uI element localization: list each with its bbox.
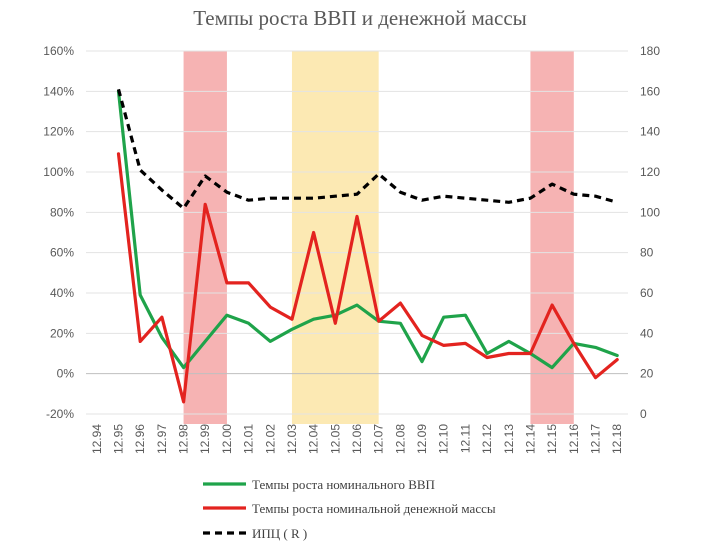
right-tick-label: 180 — [640, 44, 660, 58]
series-line-2 — [116, 152, 619, 404]
right-axis-ticks: 0 20 40 60 80 100 120 140 160 180 — [640, 44, 660, 421]
left-tick-label: 20% — [50, 326, 74, 340]
gridlines — [86, 50, 628, 415]
series-line-1 — [116, 89, 619, 370]
shaded-region-3 — [530, 51, 574, 424]
right-tick-label: 60 — [640, 286, 654, 300]
left-tick-label: -20% — [46, 407, 74, 421]
x-tick-label: 12.15 — [545, 424, 559, 454]
left-tick-label: 100% — [43, 165, 74, 179]
right-tick-label: 80 — [640, 246, 654, 260]
right-tick-label: 120 — [640, 165, 660, 179]
x-tick-label: 12.13 — [502, 424, 516, 454]
right-tick-label: 100 — [640, 205, 660, 219]
left-tick-label: 80% — [50, 205, 74, 219]
x-tick-label: 12.14 — [523, 424, 537, 454]
x-tick-label: 12.03 — [285, 424, 299, 454]
x-tick-label: 12.05 — [328, 424, 342, 454]
x-tick-label: 12.02 — [263, 424, 277, 454]
legend-label-3: ИПЦ ( R ) — [252, 526, 307, 541]
right-tick-label: 160 — [640, 84, 660, 98]
x-tick-label: 12.01 — [242, 424, 256, 454]
x-tick-label: 12.11 — [458, 424, 472, 453]
right-tick-label: 40 — [640, 326, 654, 340]
x-tick-label: 12.00 — [220, 424, 234, 454]
shaded-regions — [183, 51, 574, 424]
series-line-3 — [116, 88, 618, 210]
legend-label-2: Темпы роста номинальной денежной массы — [252, 501, 496, 516]
x-tick-label: 12.07 — [372, 424, 386, 454]
left-tick-label: 140% — [43, 84, 74, 98]
x-tick-label: 12.04 — [307, 424, 321, 454]
x-tick-label: 12.96 — [133, 424, 147, 454]
chart-title: Темпы роста ВВП и денежной массы — [193, 6, 527, 30]
x-tick-label: 12.12 — [480, 424, 494, 454]
legend-label-1: Темпы роста номинального ВВП — [252, 477, 435, 492]
x-tick-label: 12.99 — [198, 424, 212, 454]
x-tick-label: 12.06 — [350, 424, 364, 454]
left-tick-label: 160% — [43, 44, 74, 58]
x-tick-label: 12.98 — [177, 424, 191, 454]
x-tick-label: 12.18 — [610, 424, 624, 454]
x-tick-label: 12.94 — [90, 424, 104, 454]
series-lines — [116, 88, 619, 404]
left-tick-label: 40% — [50, 286, 74, 300]
x-tick-label: 12.17 — [588, 424, 602, 454]
x-tick-label: 12.09 — [415, 424, 429, 454]
right-tick-label: 0 — [640, 407, 647, 421]
left-tick-label: 60% — [50, 246, 74, 260]
x-tick-label: 12.10 — [437, 424, 451, 454]
left-tick-label: 120% — [43, 125, 74, 139]
right-tick-label: 140 — [640, 125, 660, 139]
left-axis-ticks: -20% 0% 20% 40% 60% 80% 100% 120% 140% 160% — [43, 44, 74, 421]
x-tick-label: 12.16 — [567, 424, 581, 454]
left-tick-label: 0% — [57, 367, 75, 381]
x-axis-ticks: 12.94 12.95 12.96 12.97 12.98 12.99 12.00 12.01… — [90, 424, 624, 454]
x-tick-label: 12.95 — [112, 424, 126, 454]
x-tick-label: 12.97 — [155, 424, 169, 454]
legend: Темпы роста номинального ВВП Темпы роста … — [203, 477, 496, 541]
shaded-region-2 — [291, 51, 379, 424]
shaded-region-1 — [183, 51, 227, 424]
x-tick-label: 12.08 — [393, 424, 407, 454]
right-tick-label: 20 — [640, 367, 654, 381]
